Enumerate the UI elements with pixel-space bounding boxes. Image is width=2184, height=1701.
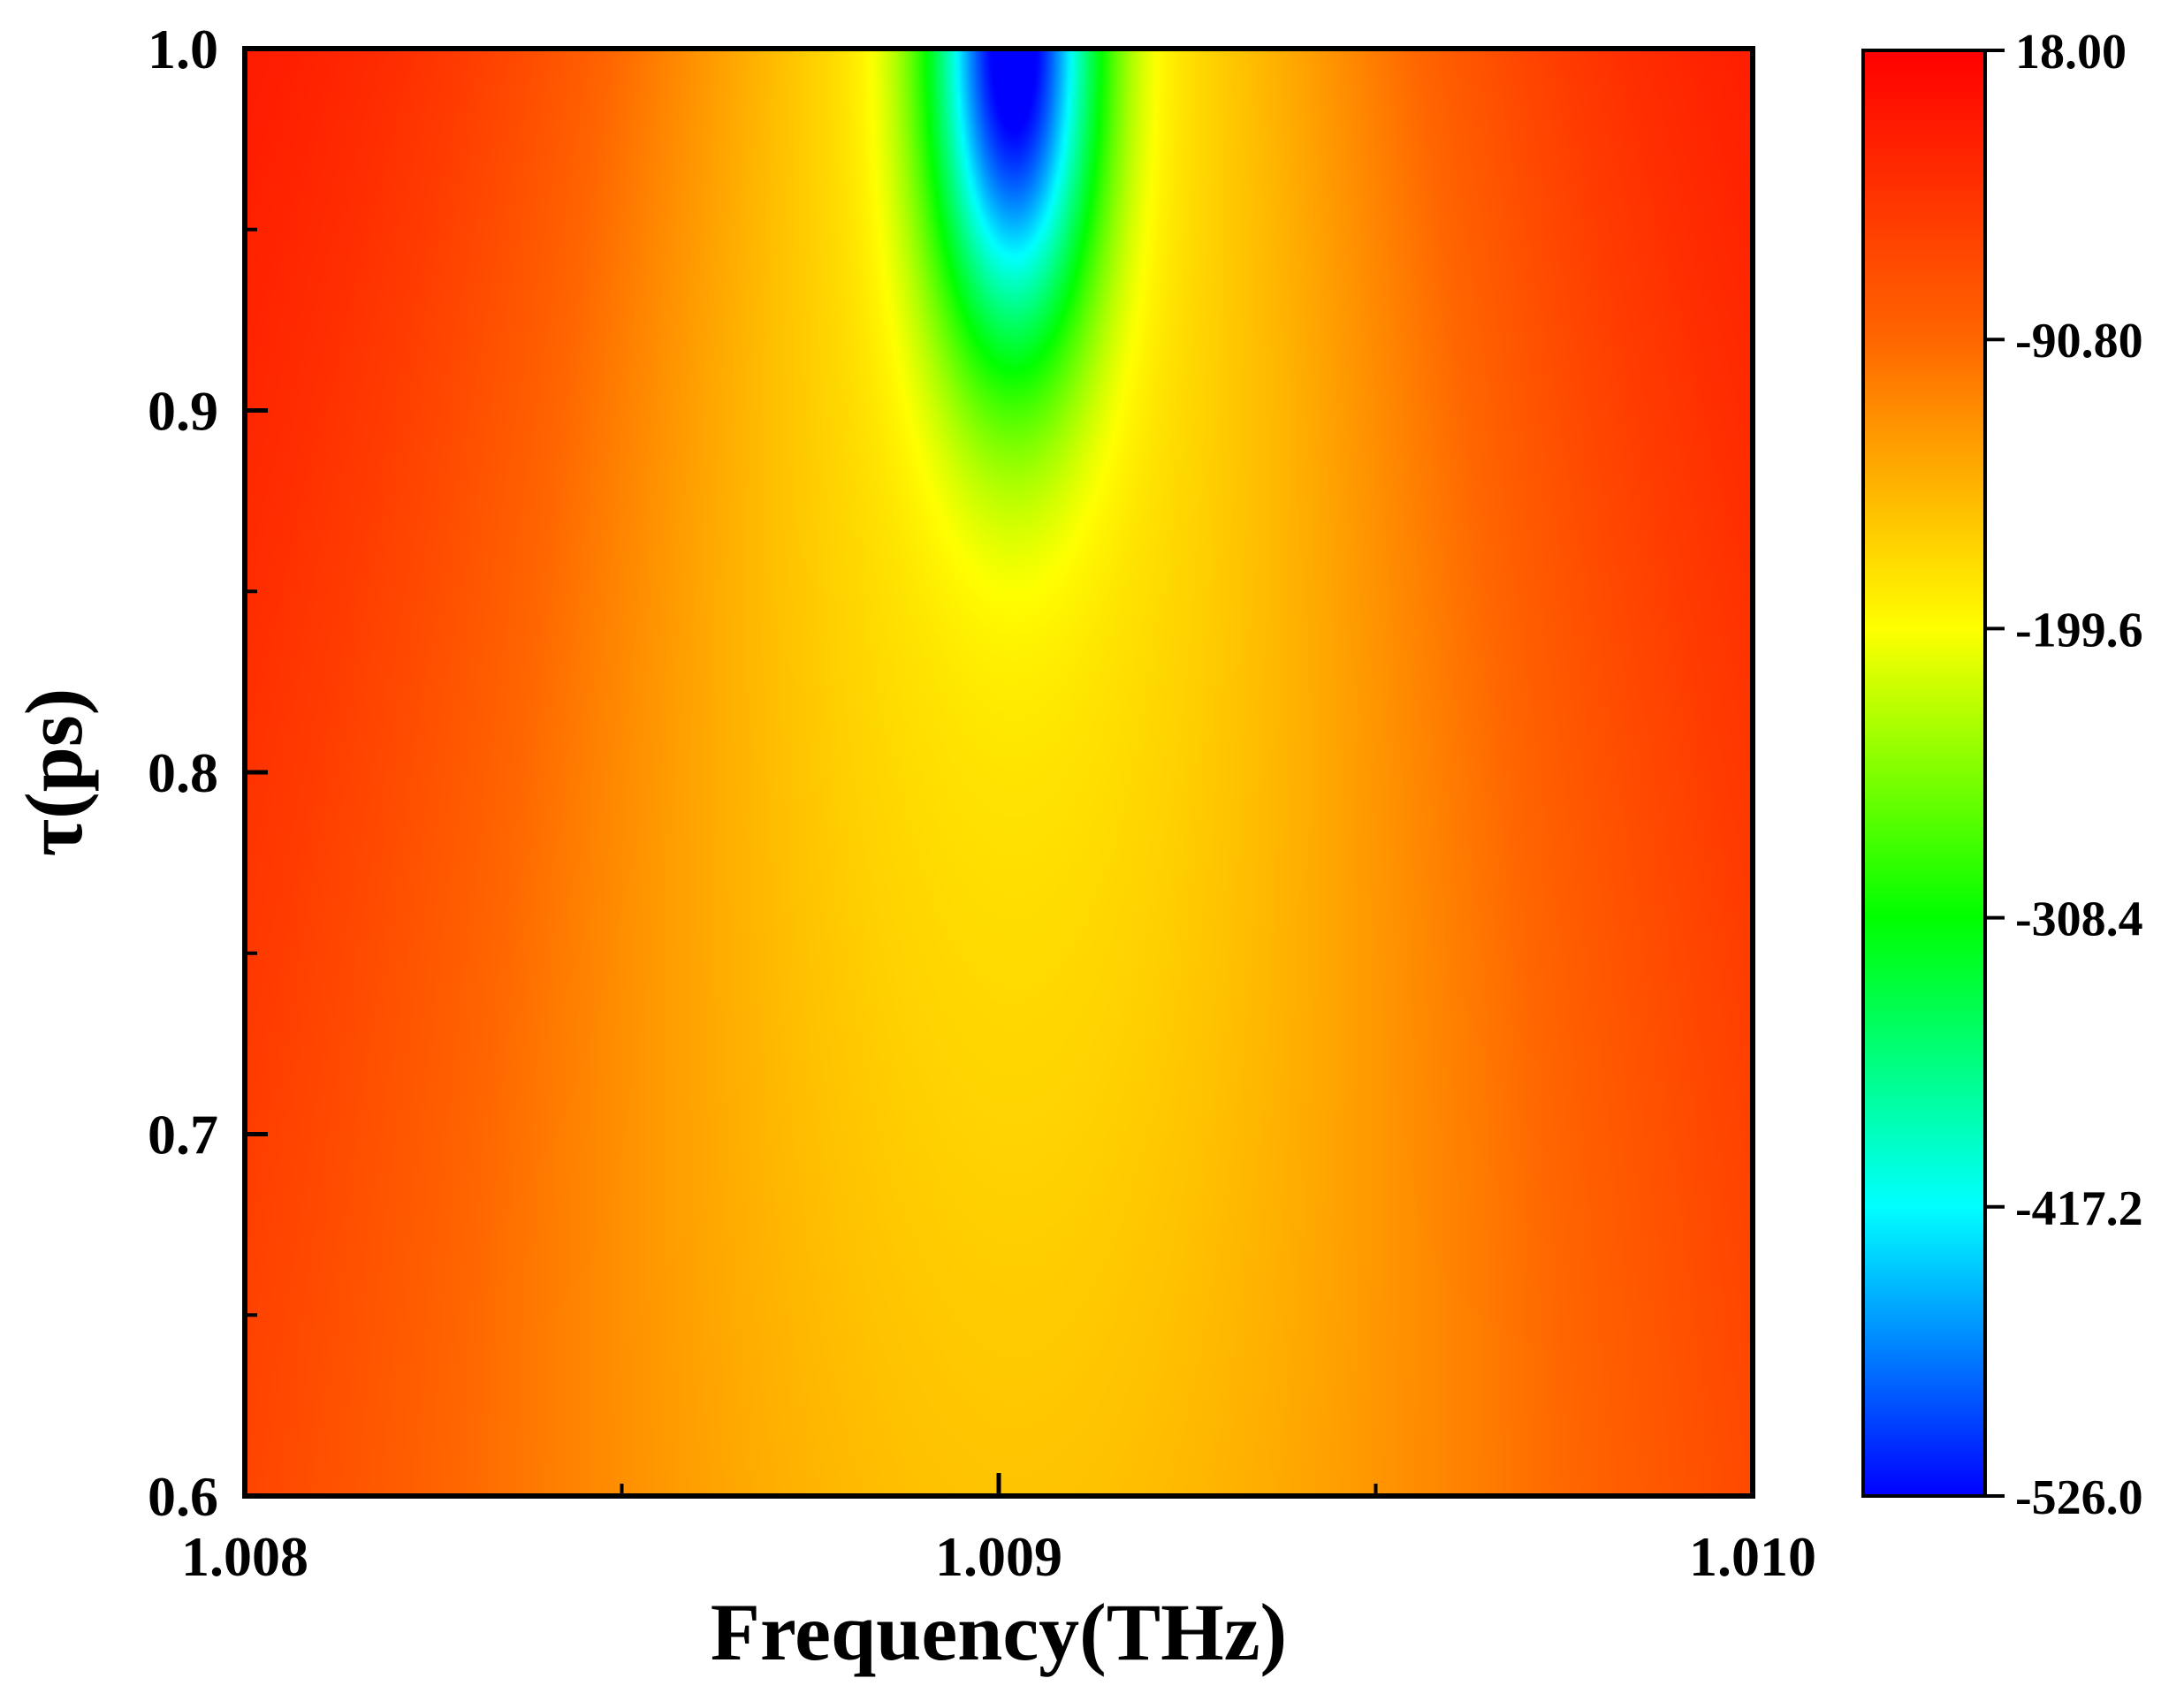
colorbar-tick-label: -417.2 [2015, 1181, 2143, 1236]
x-tick-label: 1.010 [1689, 1525, 1816, 1588]
colorbar [1861, 49, 1987, 1498]
y-tick-label: 0.6 [148, 1465, 218, 1528]
y-axis-title: τ(ps) [9, 688, 99, 857]
y-tick-label: 0.8 [148, 741, 218, 804]
heatmap-image-layer [245, 49, 1753, 1496]
colorbar-tick-label: -308.4 [2015, 892, 2143, 947]
colorbar-tick-label: -526.0 [2015, 1470, 2143, 1525]
y-tick-label: 1.0 [148, 18, 218, 80]
x-axis-title: Frequency(THz) [711, 1587, 1287, 1677]
colorbar-tick-label: -90.80 [2015, 314, 2143, 368]
colorbar-ticks: 18.00 -90.80 -199.6 -308.4 -417.2 -526.0 [1985, 25, 2143, 1525]
colorbar-tick-label: 18.00 [2015, 25, 2127, 80]
heatmap-image [245, 49, 1753, 1496]
y-tick-label: 0.7 [148, 1104, 218, 1166]
x-tick-label: 1.008 [181, 1525, 308, 1588]
y-axis-ticks: 0.6 0.7 0.8 0.9 1.0 [148, 18, 268, 1528]
y-tick-label: 0.9 [148, 380, 218, 443]
x-tick-label: 1.009 [935, 1525, 1062, 1588]
colorbar-tick-label: -199.6 [2015, 603, 2143, 657]
x-axis-ticks: 1.008 1.009 1.010 [181, 1473, 1816, 1588]
